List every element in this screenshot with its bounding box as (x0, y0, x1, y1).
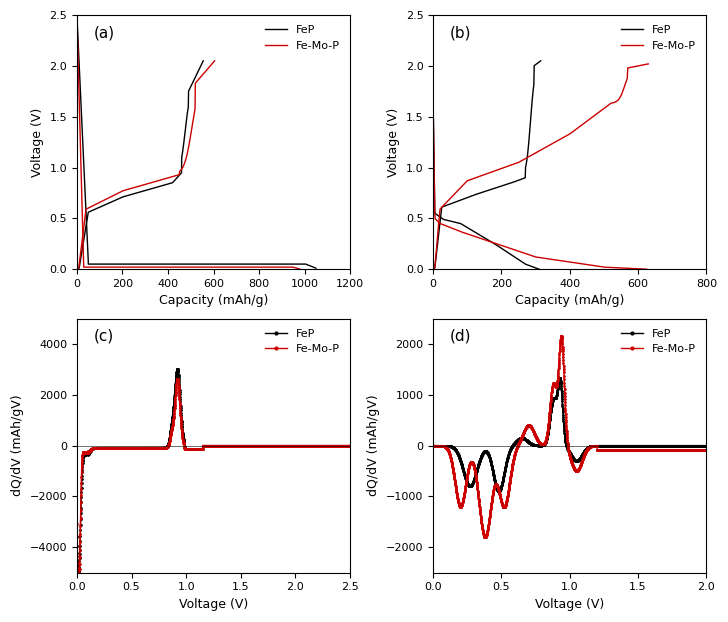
X-axis label: Capacity (mAh/g): Capacity (mAh/g) (515, 294, 625, 307)
X-axis label: Voltage (V): Voltage (V) (179, 598, 248, 611)
Legend: FeP, Fe-Mo-P: FeP, Fe-Mo-P (617, 21, 701, 55)
Legend: FeP, Fe-Mo-P: FeP, Fe-Mo-P (261, 324, 344, 358)
Y-axis label: dQ/dV (mAh/gV): dQ/dV (mAh/gV) (368, 395, 380, 496)
Y-axis label: Voltage (V): Voltage (V) (31, 108, 44, 177)
Legend: FeP, Fe-Mo-P: FeP, Fe-Mo-P (261, 21, 344, 55)
Text: (b): (b) (449, 26, 471, 40)
Legend: FeP, Fe-Mo-P: FeP, Fe-Mo-P (617, 324, 701, 358)
X-axis label: Voltage (V): Voltage (V) (535, 598, 604, 611)
Text: (d): (d) (449, 328, 471, 344)
Text: (c): (c) (93, 328, 114, 344)
X-axis label: Capacity (mAh/g): Capacity (mAh/g) (159, 294, 268, 307)
Text: (a): (a) (93, 26, 114, 40)
Y-axis label: Voltage (V): Voltage (V) (387, 108, 400, 177)
Y-axis label: dQ/dV (mAh/gV): dQ/dV (mAh/gV) (11, 395, 24, 496)
